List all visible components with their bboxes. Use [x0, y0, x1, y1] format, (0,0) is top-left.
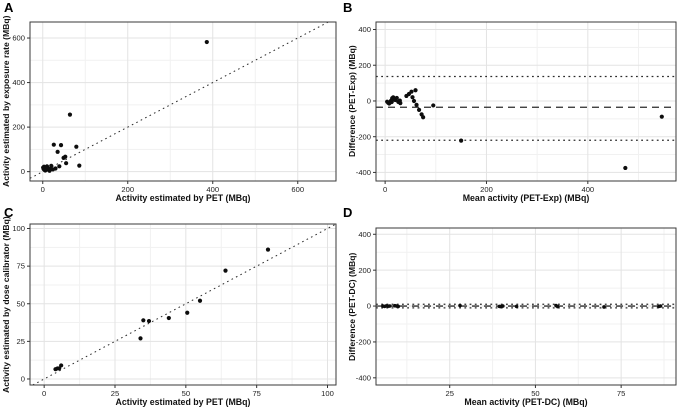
svg-text:-400: -400	[356, 373, 371, 382]
panel-c: C Activity estimated by dose calibrator …	[0, 205, 338, 409]
svg-text:25: 25	[111, 389, 119, 398]
svg-text:50: 50	[182, 389, 190, 398]
panel-b-x-axis-title: Mean activity (PET-Exp) (MBq)	[462, 193, 590, 203]
svg-text:600: 600	[12, 34, 25, 43]
svg-text:400: 400	[12, 78, 25, 87]
panel-c-scatter-plot: 0 25 50 75 100 0 25 50 75 100	[12, 223, 337, 398]
svg-text:400: 400	[358, 25, 371, 34]
svg-text:200: 200	[358, 61, 371, 70]
svg-text:75: 75	[252, 389, 260, 398]
svg-text:200: 200	[121, 185, 134, 194]
panel-d: D Difference (PET-DC) (MBq) 25 50 75 -400 -2…	[339, 205, 677, 409]
svg-text:200: 200	[12, 123, 25, 132]
svg-text:50: 50	[17, 299, 25, 308]
svg-text:600: 600	[291, 185, 304, 194]
svg-text:0: 0	[383, 185, 387, 194]
svg-text:0: 0	[42, 389, 46, 398]
panel-a-scatter-plot: 0 200 400 600 0 200 400 600	[12, 21, 337, 194]
panel-a-letter: A	[4, 0, 14, 15]
panel-b-bland-altman-plot: 0 200 400 -400 -200 0 200 400	[356, 21, 677, 194]
svg-text:0: 0	[21, 167, 25, 176]
svg-text:400: 400	[206, 185, 219, 194]
svg-text:0: 0	[41, 185, 45, 194]
panel-a-x-axis-title: Activity estimated by PET (MBq)	[115, 193, 251, 203]
svg-text:200: 200	[480, 185, 493, 194]
svg-text:75: 75	[17, 262, 25, 271]
svg-text:-200: -200	[356, 132, 371, 141]
panel-d-bland-altman-plot: 25 50 75 -400 -200 0 200 400	[356, 227, 677, 398]
panel-d-x-axis-title: Mean activity (PET-DC) (MBq)	[464, 397, 588, 407]
svg-text:-200: -200	[356, 338, 371, 347]
svg-text:-400: -400	[356, 168, 371, 177]
svg-text:400: 400	[581, 185, 594, 194]
svg-text:400: 400	[358, 230, 371, 239]
panel-b: B Difference (PET-Exp) (MBq) 0 200 400 -400…	[339, 0, 677, 205]
svg-text:0: 0	[21, 375, 25, 384]
panel-d-letter: D	[343, 205, 353, 220]
svg-text:100: 100	[12, 224, 25, 233]
svg-text:25: 25	[17, 337, 25, 346]
svg-text:25: 25	[445, 389, 453, 398]
svg-text:100: 100	[321, 389, 334, 398]
panel-c-x-axis-title: Activity estimated by PET (MBq)	[115, 397, 251, 407]
svg-text:0: 0	[367, 97, 371, 106]
svg-text:50: 50	[531, 389, 539, 398]
svg-text:75: 75	[617, 389, 625, 398]
panel-a: A Activity estimated by exposure rate (M…	[0, 0, 338, 205]
panel-c-letter: C	[4, 205, 14, 220]
svg-text:200: 200	[358, 266, 371, 275]
svg-text:0: 0	[367, 302, 371, 311]
panel-b-letter: B	[343, 0, 353, 15]
